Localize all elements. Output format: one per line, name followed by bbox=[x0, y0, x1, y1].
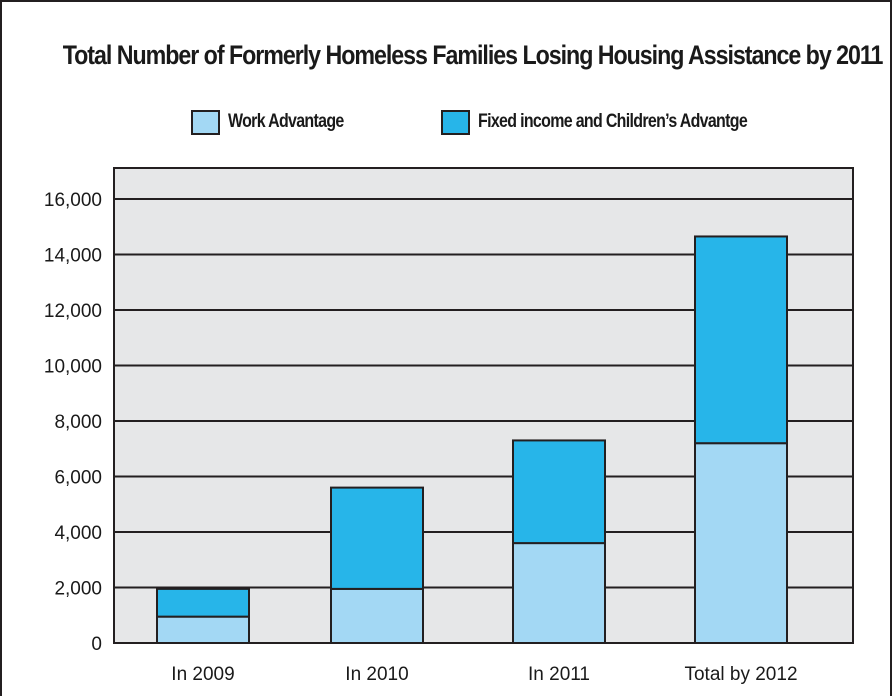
y-tick-label: 4,000 bbox=[54, 523, 102, 544]
bar-fixed-income bbox=[330, 486, 424, 590]
legend-item-fixed-income: Fixed income and Children’s Advantge bbox=[441, 108, 798, 136]
x-category-label: Total by 2012 bbox=[684, 664, 797, 685]
y-tick-label: 10,000 bbox=[44, 357, 102, 378]
y-tick-label: 8,000 bbox=[54, 412, 102, 433]
legend-label-fixed-income: Fixed income and Children’s Advantge bbox=[478, 111, 748, 132]
legend-label-work-advantage: Work Advantage bbox=[228, 111, 344, 132]
bar-fixed-income bbox=[694, 235, 788, 445]
y-tick-label: 14,000 bbox=[44, 246, 102, 267]
y-tick-label: 6,000 bbox=[54, 468, 102, 489]
bar-work-advantage bbox=[694, 442, 788, 645]
bar-work-advantage bbox=[512, 542, 606, 644]
y-tick-label: 2,000 bbox=[54, 579, 102, 600]
legend-item-work-advantage: Work Advantage bbox=[191, 108, 366, 136]
bar-work-advantage bbox=[156, 615, 250, 645]
x-category-label: In 2010 bbox=[345, 664, 408, 685]
y-tick-label: 12,000 bbox=[44, 301, 102, 322]
y-tick-label: 0 bbox=[91, 634, 102, 655]
chart-title: Total Number of Formerly Homeless Famili… bbox=[62, 40, 884, 70]
bar-work-advantage bbox=[330, 587, 424, 645]
y-tick-label: 16,000 bbox=[44, 190, 102, 211]
legend-swatch-fixed-income bbox=[441, 109, 470, 135]
bar-fixed-income bbox=[156, 587, 250, 618]
legend-swatch-work-advantage bbox=[191, 109, 220, 135]
bar-fixed-income bbox=[512, 439, 606, 545]
x-category-label: In 2011 bbox=[528, 664, 590, 685]
x-category-label: In 2009 bbox=[171, 664, 234, 685]
